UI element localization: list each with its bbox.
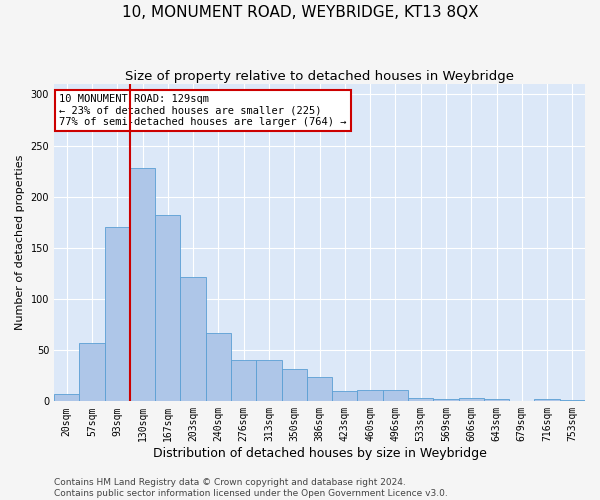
Bar [155, 215, 181, 402]
Bar [256, 360, 281, 402]
Bar [307, 377, 332, 402]
X-axis label: Distribution of detached houses by size in Weybridge: Distribution of detached houses by size … [152, 447, 487, 460]
Title: Size of property relative to detached houses in Weybridge: Size of property relative to detached ho… [125, 70, 514, 83]
Text: Contains HM Land Registry data © Crown copyright and database right 2024.
Contai: Contains HM Land Registry data © Crown c… [54, 478, 448, 498]
Bar [130, 168, 155, 402]
Bar [535, 400, 560, 402]
Bar [458, 398, 484, 402]
Bar [332, 391, 358, 402]
Bar [231, 360, 256, 402]
Bar [484, 400, 509, 402]
Bar [383, 390, 408, 402]
Text: 10 MONUMENT ROAD: 129sqm
← 23% of detached houses are smaller (225)
77% of semi-: 10 MONUMENT ROAD: 129sqm ← 23% of detach… [59, 94, 347, 127]
Text: 10, MONUMENT ROAD, WEYBRIDGE, KT13 8QX: 10, MONUMENT ROAD, WEYBRIDGE, KT13 8QX [122, 5, 478, 20]
Y-axis label: Number of detached properties: Number of detached properties [15, 155, 25, 330]
Bar [433, 400, 458, 402]
Bar [54, 394, 79, 402]
Bar [206, 333, 231, 402]
Bar [181, 276, 206, 402]
Bar [104, 228, 130, 402]
Bar [560, 400, 585, 402]
Bar [79, 343, 104, 402]
Bar [358, 390, 383, 402]
Bar [408, 398, 433, 402]
Bar [281, 368, 307, 402]
